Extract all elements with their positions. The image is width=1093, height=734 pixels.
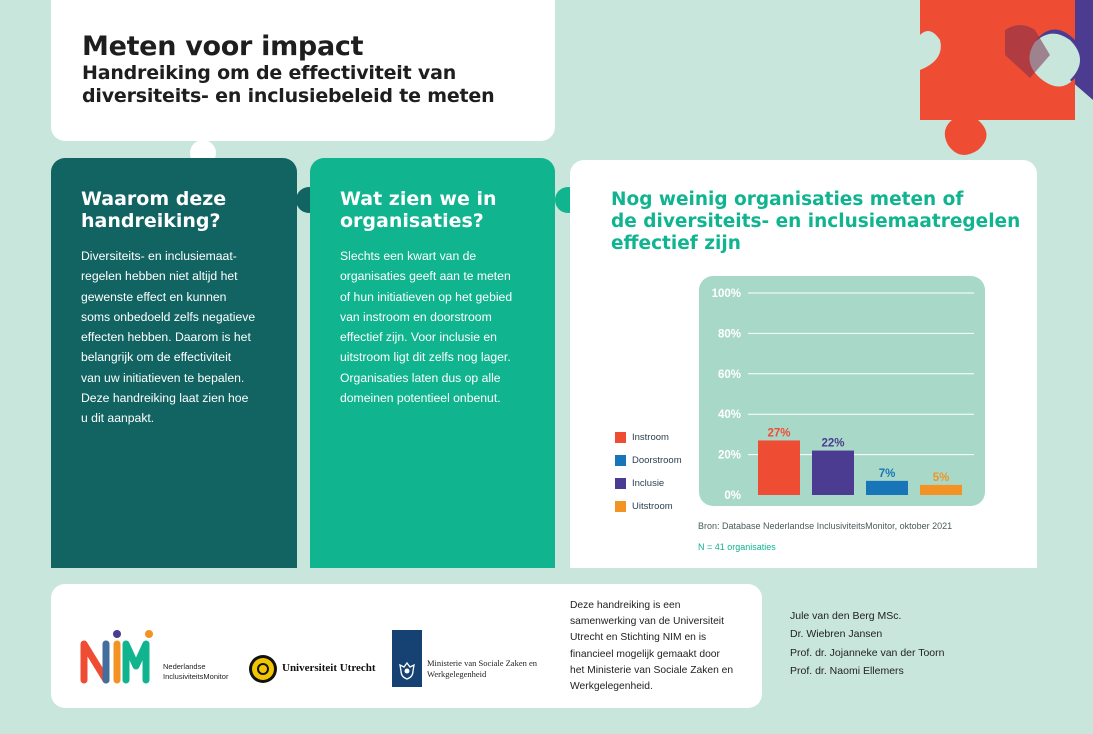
nim-logo-text-line-2: InclusiviteitsMonitor — [163, 672, 229, 681]
university-name: Universiteit Utrecht — [282, 662, 376, 674]
why-panel-text: Diversiteits- en inclusiemaat- regelen h… — [81, 246, 273, 429]
legend-item-doorstroom: Doorstroom — [615, 449, 682, 472]
author: Dr. Wiebren Jansen — [790, 628, 883, 641]
footer-note-line: het Ministerie van Sociale Zaken en — [570, 664, 734, 676]
legend-swatch — [615, 501, 626, 512]
university-sun-emblem-icon — [249, 655, 277, 683]
footer-note-line: samenwerking van de Universiteit — [570, 616, 724, 628]
what-line: effectief zijn. Voor inclusie en — [340, 330, 497, 345]
nim-logo-text-line-1: Nederlandse — [163, 662, 206, 671]
legend-label: Instroom — [632, 432, 669, 443]
royal-coat-of-arms-icon — [399, 661, 415, 680]
ministry-logo — [392, 630, 422, 687]
nim-logo-text: Nederlandse InclusiviteitsMonitor — [163, 662, 228, 682]
what-panel: Wat zien we in organisaties? Slechts een… — [310, 158, 555, 568]
ministry-name-line-2: Werkgelegenheid — [427, 669, 487, 679]
footer-note-line: financieel mogelijk gemaakt door — [570, 648, 720, 660]
legend-item-instroom: Instroom — [615, 426, 682, 449]
chart-title: Nog weinig organisaties meten of de dive… — [611, 189, 1031, 255]
why-line: belangrijk om de effectiviteit — [81, 350, 232, 365]
legend-label: Uitstroom — [632, 501, 673, 512]
author: Prof. dr. Jojanneke van der Toorn — [790, 646, 945, 659]
footer-note-line: Deze handreiking is een — [570, 600, 681, 611]
chart-title-line-2: de diversiteits- en inclusiemaatregelen — [611, 211, 1021, 232]
author: Jule van den Berg MSc. — [790, 610, 902, 622]
page-subtitle-line-1: Handreiking om de effectiviteit van — [82, 62, 457, 84]
footer-note-line: Werkgelegenheid. — [570, 681, 653, 693]
what-line: organisaties geeft aan te meten — [340, 269, 511, 284]
footer-note: Deze handreiking is een samenwerking van… — [570, 598, 745, 695]
what-line: van instroom en doorstroom — [340, 309, 492, 324]
why-line: van uw initiatieven te bepalen. — [81, 370, 245, 385]
what-panel-title: Wat zien we in organisaties? — [340, 188, 531, 232]
why-panel-title: Waarom deze handreiking? — [81, 188, 273, 232]
author-list: Jule van den Berg MSc. Dr. Wiebren Janse… — [790, 607, 945, 680]
chart-card: Nog weinig organisaties meten of de dive… — [570, 160, 1037, 568]
legend-swatch — [615, 432, 626, 443]
what-panel-title-line-1: Wat zien we in — [340, 188, 497, 210]
chart-title-line-1: Nog weinig organisaties meten of — [611, 189, 964, 210]
why-panel-title-line-1: Waarom deze — [81, 188, 227, 210]
y-tick-label: 100% — [712, 288, 741, 300]
what-line: uitstroom ligt dit zelfs nog lager. — [340, 350, 511, 365]
legend-label: Inclusie — [632, 478, 665, 489]
why-line: effecten hebben. Daarom is het — [81, 330, 251, 345]
page-subtitle-line-2: diversiteits- en inclusiebeleid te meten — [82, 85, 495, 107]
legend-swatch — [615, 455, 626, 466]
chart-sample-size: N = 41 organisaties — [698, 542, 776, 552]
bar-value-label: 22% — [821, 438, 844, 450]
ministry-name-line-1: Ministerie van Sociale Zaken en — [427, 658, 537, 668]
author: Prof. dr. Naomi Ellemers — [790, 664, 904, 677]
why-panel-title-line-2: handreiking? — [81, 210, 221, 232]
y-tick-label: 60% — [718, 369, 741, 381]
what-line: Slechts een kwart van de — [340, 249, 477, 263]
what-line: domeinen potentieel onbenut. — [340, 391, 501, 406]
puzzle-piece-icon — [920, 0, 1093, 155]
page-title: Meten voor impact — [82, 31, 364, 62]
legend-label: Doorstroom — [632, 455, 682, 466]
title-card: Meten voor impact Handreiking om de effe… — [51, 0, 555, 141]
chart-legend: Instroom Doorstroom Inclusie Uitstroom — [615, 426, 682, 518]
nim-logo — [80, 630, 153, 684]
why-line: soms onbedoeld zelfs negatieve — [81, 309, 256, 324]
why-panel: Waarom deze handreiking? Diversiteits- e… — [51, 158, 297, 568]
y-tick-label: 40% — [718, 409, 741, 421]
why-line: Diversiteits- en inclusiemaat- — [81, 249, 237, 263]
what-panel-text: Slechts een kwart van de organisaties ge… — [340, 246, 531, 408]
bar-value-label: 7% — [879, 468, 896, 480]
why-line: u dit aanpakt. — [81, 411, 155, 426]
what-line: Organisaties laten dus op alle — [340, 370, 501, 385]
y-tick-label: 0% — [724, 490, 741, 502]
bar-chart: 0% 20% 40% 60% 80% 100% 27% 22% 7% 5% — [712, 288, 974, 502]
y-tick-label: 80% — [718, 328, 741, 340]
chart-title-line-3: effectief zijn — [611, 233, 741, 254]
bar-inclusie — [812, 450, 854, 495]
bar-instroom — [758, 440, 800, 495]
bar-value-label: 27% — [767, 427, 790, 439]
legend-item-inclusie: Inclusie — [615, 472, 682, 495]
bar-value-label: 5% — [933, 472, 950, 484]
bar-doorstroom — [866, 480, 908, 495]
why-line: Deze handreiking laat zien hoe — [81, 391, 249, 406]
footer-note-line: Utrecht en Stichting NIM en is — [570, 632, 707, 644]
legend-item-uitstroom: Uitstroom — [615, 495, 682, 518]
what-line: of hun initiatieven op het gebied — [340, 289, 513, 304]
why-line: regelen hebben niet altijd het — [81, 269, 238, 284]
what-panel-title-line-2: organisaties? — [340, 210, 484, 232]
why-line: gewenste effect en kunnen — [81, 289, 227, 304]
y-tick-label: 20% — [718, 450, 741, 462]
ministry-name: Ministerie van Sociale Zaken en Werkgele… — [427, 658, 537, 680]
chart-source: Bron: Database Nederlandse Inclusiviteit… — [698, 521, 953, 531]
legend-swatch — [615, 478, 626, 489]
bar-uitstroom — [920, 484, 962, 495]
